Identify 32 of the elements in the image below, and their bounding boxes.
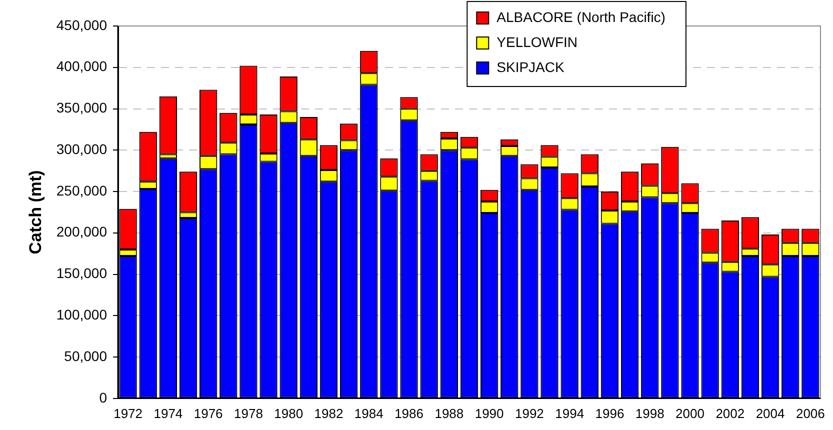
y-tick-label: 450,000	[56, 16, 108, 33]
y-tick-label: 350,000	[56, 100, 108, 116]
x-tick-label: 1994	[555, 406, 584, 421]
x-tick-label: 1992	[514, 406, 544, 421]
x-tick-label: 1998	[635, 406, 664, 421]
y-tick-label: 50,000	[64, 348, 108, 364]
y-tick-label: 250,000	[56, 182, 108, 198]
x-tick-label: 1984	[354, 406, 384, 421]
x-tick-label: 1996	[595, 406, 624, 421]
legend-label: YELLOWFIN	[496, 34, 578, 50]
y-tick-label: 100,000	[56, 306, 108, 323]
x-tick-label: 2004	[756, 406, 785, 421]
x-tick-label: 1978	[234, 406, 263, 421]
y-tick-label: 400,000	[56, 58, 108, 74]
x-tick-label: 1990	[474, 406, 504, 421]
legend-label: SKIPJACK	[496, 58, 565, 75]
x-tick-label: 1980	[274, 406, 304, 421]
x-tick-label: 1974	[154, 406, 183, 421]
y-tick-label: 200,000	[56, 224, 108, 240]
x-tick-label: 1976	[194, 406, 223, 421]
x-tick-label: 2006	[796, 406, 825, 421]
x-tick-label: 1988	[434, 406, 464, 421]
x-tick-label: 2000	[676, 406, 704, 421]
x-tick-label: 1982	[314, 406, 344, 421]
x-tick-label: 1986	[394, 406, 424, 421]
y-tick-label: 0	[99, 389, 108, 406]
y-axis-title: Catch (mt)	[26, 170, 45, 254]
y-tick-label: 300,000	[56, 140, 108, 157]
legend-label: ALBACORE (North Pacific)	[496, 8, 666, 25]
y-tick-label: 150,000	[56, 265, 108, 282]
x-tick-label: 1972	[114, 406, 142, 421]
x-tick-label: 2002	[716, 406, 745, 421]
